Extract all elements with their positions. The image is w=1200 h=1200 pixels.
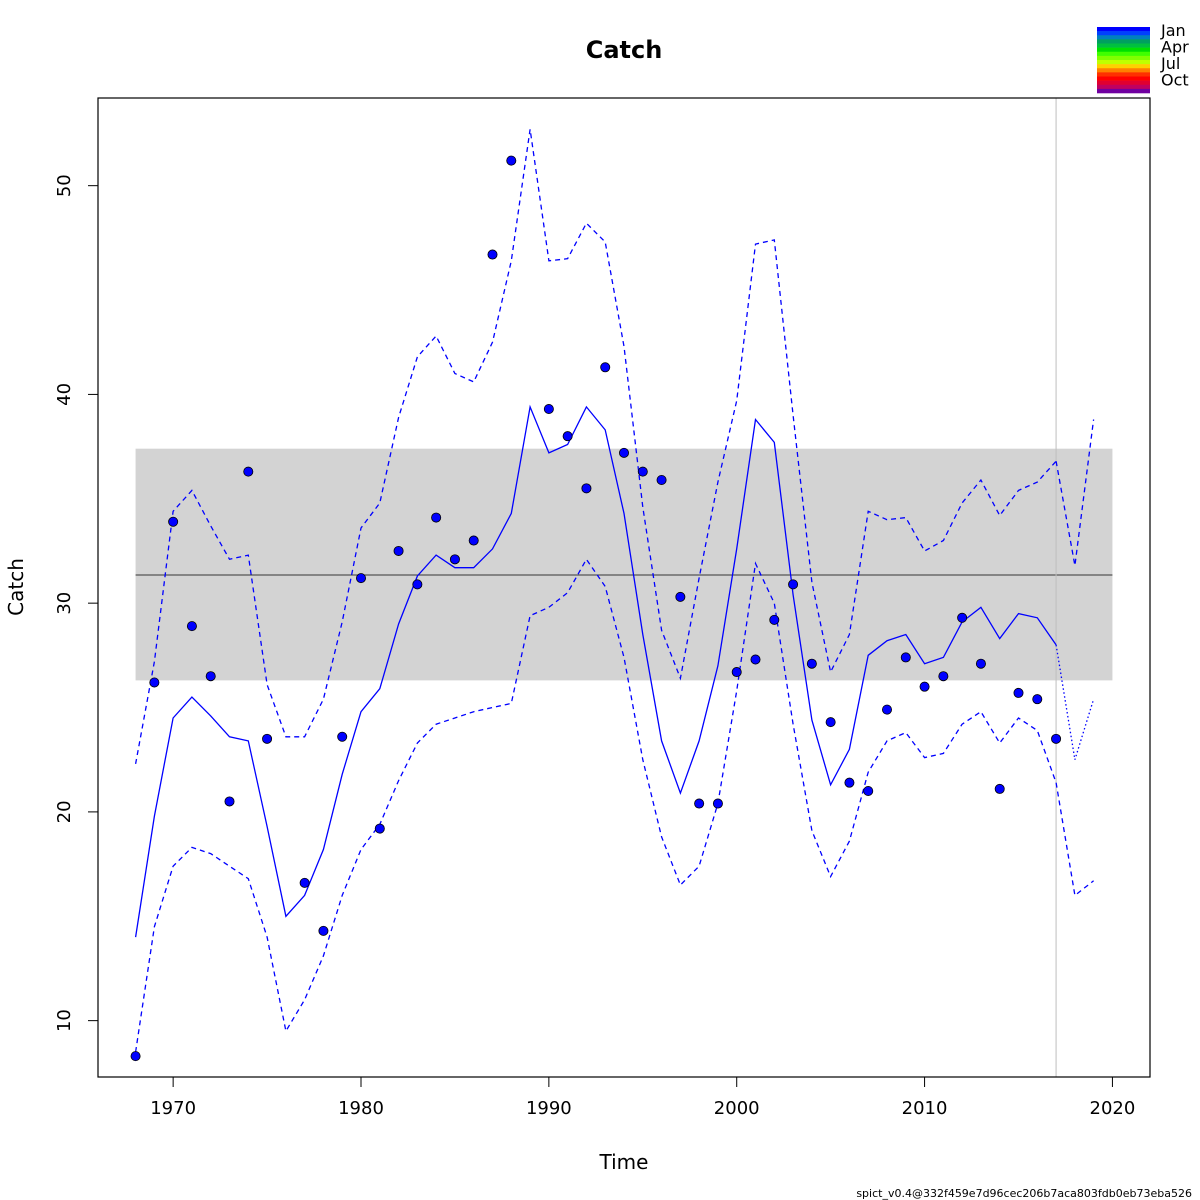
observed-point [919, 681, 930, 692]
observed-point [543, 404, 554, 415]
observed-point [1013, 687, 1024, 698]
observed-point [581, 483, 592, 494]
observed-point [318, 925, 329, 936]
legend-swatch [1097, 72, 1150, 77]
x-tick-label: 2010 [902, 1098, 948, 1119]
observed-point [299, 877, 310, 888]
y-tick-label: 50 [54, 174, 75, 197]
series-line-lower [134, 558, 1057, 1053]
observed-point [149, 677, 160, 688]
reference-band [135, 448, 1113, 681]
legend-swatch [1097, 39, 1150, 44]
observed-point [224, 796, 235, 807]
legend-swatch [1097, 27, 1150, 32]
observed-point [262, 733, 273, 744]
observed-point [675, 591, 686, 602]
y-axis: 10 20 30 40 50 [54, 174, 99, 1032]
legend-swatch [1097, 88, 1150, 94]
legend-swatch [1097, 68, 1150, 73]
x-tick-label: 2000 [714, 1098, 760, 1119]
observed-point [975, 658, 986, 669]
y-tick-label: 30 [54, 592, 75, 615]
observed-point [600, 362, 611, 373]
observed-point [168, 516, 179, 527]
observed-point [712, 798, 723, 809]
observed-point [637, 466, 648, 477]
observed-point [130, 1051, 141, 1062]
legend-swatch [1097, 47, 1150, 53]
observed-point [750, 654, 761, 665]
observed-point [562, 431, 573, 442]
legend-swatch [1097, 55, 1150, 61]
observed-point [788, 579, 799, 590]
observed-point [900, 652, 911, 663]
legend-swatch [1097, 76, 1150, 81]
x-axis-label: Time [599, 1150, 649, 1174]
legend-label-jul: Jul [1160, 54, 1180, 73]
observed-point [449, 554, 460, 565]
observed-point [431, 512, 442, 523]
observed-point [994, 783, 1005, 794]
observed-point [863, 786, 874, 797]
x-tick-label: 2020 [1090, 1098, 1136, 1119]
observed-point [468, 535, 479, 546]
observed-point [769, 614, 780, 625]
observed-point [487, 249, 498, 260]
observed-point [825, 717, 836, 728]
y-tick-label: 20 [54, 800, 75, 823]
observed-point [1051, 733, 1062, 744]
observed-point [243, 466, 254, 477]
observed-point [1032, 694, 1043, 705]
observed-point [694, 798, 705, 809]
plot-area [130, 98, 1113, 1077]
observed-point [731, 667, 742, 678]
legend-swatch [1097, 35, 1150, 40]
observed-point [844, 777, 855, 788]
series-line-predicted [1055, 644, 1095, 760]
legend-label-oct: Oct [1161, 71, 1189, 90]
series-line-estimate [134, 404, 1057, 938]
observed-point [374, 823, 385, 834]
x-tick-label: 1970 [150, 1098, 196, 1119]
observed-point [619, 447, 630, 458]
legend-label-apr: Apr [1161, 38, 1189, 57]
x-axis: 1970 1980 1990 2000 2010 2020 [150, 1076, 1136, 1119]
legend-label-jan: Jan [1160, 21, 1186, 40]
observed-point [355, 573, 366, 584]
observed-point [882, 704, 893, 715]
observed-point [205, 671, 216, 682]
legend-swatch [1097, 43, 1150, 48]
series-line-predicted-lower [1055, 782, 1094, 897]
observed-point [506, 155, 517, 166]
observed-point [186, 621, 197, 632]
observed-point [337, 731, 348, 742]
y-tick-label: 10 [54, 1009, 75, 1032]
x-tick-label: 1990 [526, 1098, 572, 1119]
x-tick-label: 1980 [338, 1098, 384, 1119]
legend-swatch [1097, 60, 1150, 65]
version-note: spict_v0.4@332f459e7d96cec206b7aca803fdb… [856, 1187, 1192, 1200]
observed-point [393, 545, 404, 556]
legend-swatch [1097, 51, 1150, 57]
observed-point [656, 474, 667, 485]
observed-point [806, 658, 817, 669]
legend-swatch [1097, 84, 1150, 90]
observed-point [938, 671, 949, 682]
series-line-upper [134, 129, 1057, 765]
chart-title: Catch [586, 36, 663, 64]
y-axis-label: Catch [4, 558, 28, 616]
legend-swatch [1097, 80, 1150, 86]
y-tick-label: 40 [54, 383, 75, 406]
observed-point [412, 579, 423, 590]
observed-point [957, 612, 968, 623]
legend-swatch [1097, 64, 1150, 69]
legend-swatch [1097, 31, 1150, 36]
